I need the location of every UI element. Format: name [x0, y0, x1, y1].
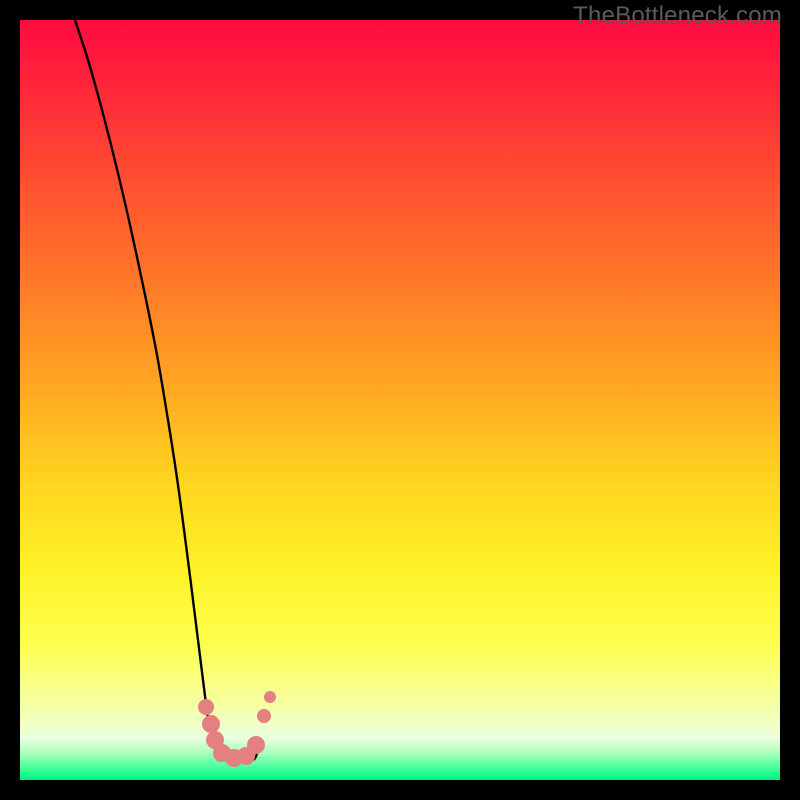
watermark-text: TheBottleneck.com — [573, 2, 782, 30]
dip-marker — [198, 699, 214, 715]
dip-marker — [237, 747, 255, 765]
dip-marker — [206, 731, 224, 749]
dip-marker — [225, 749, 243, 767]
gradient-background — [20, 20, 780, 780]
dip-marker — [257, 709, 271, 723]
dip-marker-group — [198, 691, 276, 767]
dip-marker — [202, 715, 220, 733]
dip-marker — [247, 736, 265, 754]
chart-svg — [0, 0, 800, 800]
dip-marker — [264, 691, 276, 703]
v-curve — [75, 20, 258, 760]
dip-marker — [213, 744, 231, 762]
chart-frame: TheBottleneck.com — [0, 0, 800, 800]
outer-border — [0, 0, 800, 800]
